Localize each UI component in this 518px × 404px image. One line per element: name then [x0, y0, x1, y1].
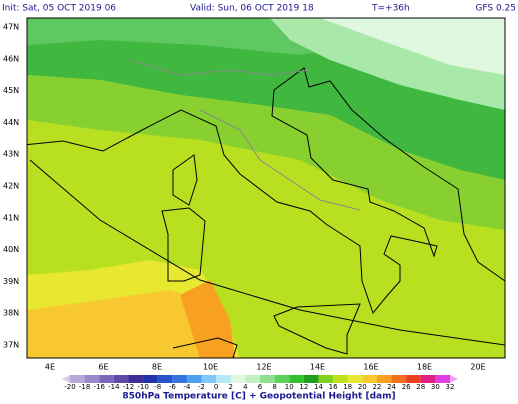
colorbar-swatch — [70, 375, 85, 383]
colorbar-swatch — [230, 375, 246, 383]
lon-label: 10E — [203, 363, 218, 372]
lat-label: 42N — [3, 182, 19, 191]
colorbar-swatch — [435, 375, 450, 383]
valid-time: Valid: Sun, 06 OCT 2019 18 — [190, 4, 314, 14]
colorbar-label: 8 — [272, 383, 276, 391]
colorbar-label: 0 — [214, 383, 218, 391]
colorbar-swatch — [420, 375, 436, 383]
colorbar-swatch — [347, 375, 363, 383]
lead-time: T=+36h — [371, 4, 410, 14]
lon-label: 20E — [470, 363, 485, 372]
lon-label: 14E — [310, 363, 325, 372]
lat-label: 40N — [3, 245, 19, 254]
colorbar-label: 26 — [402, 383, 411, 391]
lat-label: 38N — [3, 309, 19, 318]
colorbar-label: 30 — [431, 383, 440, 391]
colorbar-swatch — [84, 375, 100, 383]
footer-title: 850hPa Temperature [C] + Geopotential He… — [122, 392, 395, 401]
lat-label: 46N — [3, 54, 19, 63]
colorbar-swatch — [186, 375, 202, 383]
colorbar-swatch — [201, 375, 217, 383]
colorbar-label: -20 — [64, 383, 75, 391]
colorbar-label: 32 — [446, 383, 455, 391]
map-frame — [26, 17, 506, 359]
colorbar-swatch — [391, 375, 407, 383]
colorbar-cap — [62, 375, 70, 383]
colorbar-swatch — [113, 375, 129, 383]
colorbar-swatch — [333, 375, 348, 383]
colorbar-label: 16 — [329, 383, 338, 391]
init-time: Init: Sat, 05 OCT 2019 06 — [2, 4, 116, 14]
colorbar-label: -16 — [94, 383, 106, 391]
colorbar-swatch — [157, 375, 173, 383]
lat-label: 39N — [3, 277, 19, 286]
lon-label: 6E — [98, 363, 108, 372]
colorbar-label: 4 — [243, 383, 248, 391]
colorbar-swatch — [172, 375, 187, 383]
colorbar-swatch — [303, 375, 319, 383]
model-name: GFS 0.25 — [475, 4, 516, 14]
colorbar-label: 22 — [372, 383, 381, 391]
colorbar-label: -14 — [108, 383, 120, 391]
colorbar-swatch — [99, 375, 114, 383]
lat-label: 45N — [3, 86, 19, 95]
colorbar-cap — [450, 375, 458, 383]
colorbar-label: -12 — [123, 383, 134, 391]
colorbar-swatch — [289, 375, 304, 383]
lon-label: 16E — [363, 363, 378, 372]
lon-label: 18E — [417, 363, 432, 372]
lat-label: 43N — [3, 150, 19, 159]
colorbar-swatch — [406, 375, 421, 383]
colorbar-label: 10 — [285, 383, 294, 391]
colorbar-label: -2 — [198, 383, 205, 391]
colorbar-label: 28 — [416, 383, 425, 391]
colorbar-label: -4 — [183, 383, 191, 391]
colorbar-label: -10 — [137, 383, 148, 391]
colorbar-swatch — [128, 375, 144, 383]
map-field — [27, 18, 505, 358]
lat-label: 41N — [3, 213, 19, 222]
colorbar-label: 18 — [343, 383, 352, 391]
colorbar-swatch — [362, 375, 377, 383]
colorbar-label: 14 — [314, 383, 323, 391]
colorbar-label: 12 — [299, 383, 308, 391]
colorbar-label: 2 — [229, 383, 233, 391]
colorbar-swatch — [216, 375, 231, 383]
lon-label: 12E — [256, 363, 271, 372]
colorbar-label: -18 — [79, 383, 90, 391]
colorbar-label: 6 — [258, 383, 263, 391]
colorbar-label: 20 — [358, 383, 367, 391]
colorbar-swatch — [143, 375, 158, 383]
lon-label: 8E — [152, 363, 162, 372]
lat-label: 47N — [3, 23, 19, 32]
lon-label: 4E — [45, 363, 55, 372]
colorbar-swatch — [245, 375, 260, 383]
colorbar-swatch — [260, 375, 275, 383]
colorbar-swatch — [376, 375, 392, 383]
colorbar-swatch — [318, 375, 334, 383]
colorbar-label: -8 — [154, 383, 161, 391]
colorbar-label: 24 — [387, 383, 396, 391]
colorbar-label: -6 — [169, 383, 177, 391]
lat-label: 37N — [3, 341, 19, 350]
colorbar-swatch — [274, 375, 290, 383]
lat-label: 44N — [3, 118, 19, 127]
